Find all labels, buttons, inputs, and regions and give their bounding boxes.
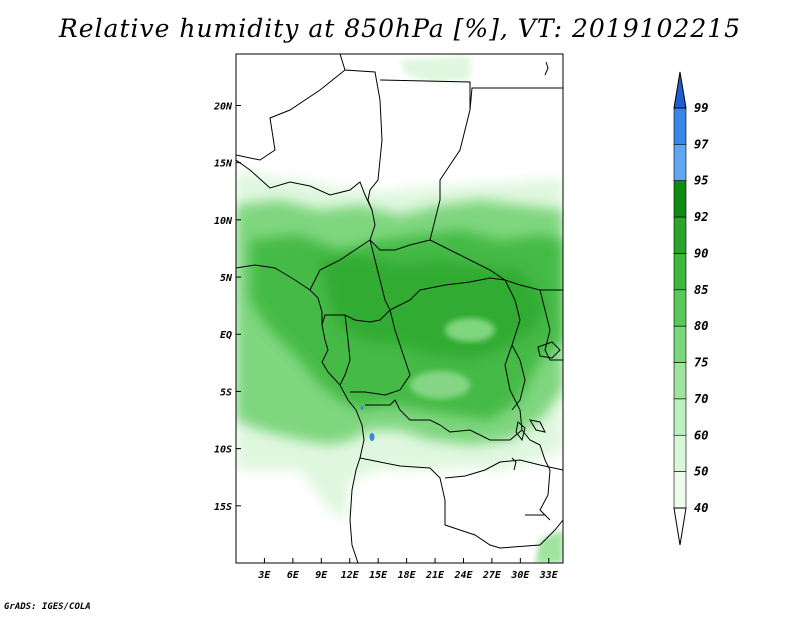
lat-axis: 20N 15N 10N 5N EQ 5S 10S 15S <box>213 101 241 513</box>
colorbar-label: 40 <box>694 501 708 515</box>
border <box>444 459 563 479</box>
colorbar-label: 90 <box>694 246 708 260</box>
border <box>236 69 346 161</box>
border <box>339 314 351 386</box>
border <box>429 239 563 291</box>
colorbar-box <box>673 216 687 254</box>
lon-label: 21E <box>425 570 445 581</box>
border <box>359 457 563 549</box>
colorbar-bottom-arrow <box>673 507 687 546</box>
colorbar-label: 75 <box>694 356 708 370</box>
lon-label: 6E <box>287 570 300 581</box>
lat-label: 15S <box>214 502 232 513</box>
lon-label: 3E <box>257 570 271 581</box>
lake-outline <box>511 344 526 411</box>
lake-outline <box>528 419 546 433</box>
border <box>321 239 391 326</box>
lat-label: 10S <box>214 445 232 456</box>
island-outline <box>544 61 549 76</box>
colorbar-label: 85 <box>694 283 708 297</box>
humidity-light-patch <box>445 318 495 342</box>
lat-label: 15N <box>214 159 233 170</box>
colorbar-box <box>673 144 687 182</box>
humidity-light-patch <box>410 371 470 399</box>
colorbar-box <box>673 253 687 291</box>
border <box>539 289 563 361</box>
lon-label: 12E <box>341 570 360 581</box>
lake-outline <box>511 457 517 471</box>
lat-label: EQ <box>220 330 232 341</box>
water-spot <box>360 406 364 410</box>
colorbar-box <box>673 289 687 327</box>
borders <box>236 54 563 563</box>
border <box>339 54 383 241</box>
border <box>309 239 371 291</box>
colorbar-label: 70 <box>694 392 708 406</box>
colorbar-label: 92 <box>694 210 708 224</box>
lon-label: 27E <box>482 570 502 581</box>
border <box>389 277 506 311</box>
border <box>236 159 373 211</box>
map-frame <box>235 53 564 564</box>
colorbar: 99 97 95 92 90 85 80 75 70 60 50 40 <box>673 71 709 546</box>
lon-axis: 3E 6E 9E 12E 15E 18E 21E 24E 27E 30E 33E <box>257 558 559 581</box>
lon-label: 15E <box>369 570 388 581</box>
colorbar-label: 95 <box>694 174 708 188</box>
colorbar-label: 50 <box>694 465 708 479</box>
lake-outline <box>515 421 526 442</box>
border <box>369 109 471 251</box>
colorbar-box <box>673 107 687 145</box>
lat-label: 5N <box>220 273 233 284</box>
lon-label: 33E <box>539 570 559 581</box>
lat-label: 20N <box>213 101 233 112</box>
colorbar-box <box>673 180 687 218</box>
colorbar-labels: 99 97 95 92 90 85 80 75 70 60 50 40 <box>694 101 709 515</box>
colorbar-label: 80 <box>694 319 708 333</box>
humidity-bottom-patch <box>535 530 563 563</box>
colorbar-boxes <box>673 107 687 509</box>
border <box>521 429 551 521</box>
colorbar-box <box>673 362 687 400</box>
water-spot <box>369 433 375 441</box>
border <box>350 309 411 396</box>
coastline <box>236 264 365 563</box>
colorbar-label: 99 <box>694 101 708 115</box>
colorbar-box <box>673 471 687 509</box>
colorbar-box <box>673 398 687 436</box>
humidity-field <box>236 54 563 563</box>
map-title: Relative humidity at 850hPa [%], VT: 201… <box>58 14 742 43</box>
lon-label: 9E <box>315 570 328 581</box>
lat-label: 10N <box>214 216 233 227</box>
colorbar-box <box>673 434 687 472</box>
humidity-top-patch <box>400 56 470 82</box>
colorbar-box <box>673 325 687 363</box>
footer-credit: GrADS: IGES/COLA <box>4 602 91 612</box>
lon-label: 30E <box>510 570 530 581</box>
lat-label: 5S <box>220 387 232 398</box>
colorbar-label: 60 <box>694 428 708 442</box>
colorbar-top-arrow <box>673 71 687 109</box>
colorbar-label: 97 <box>694 137 709 151</box>
lake-outline <box>537 341 561 359</box>
lon-label: 24E <box>453 570 473 581</box>
lon-label: 18E <box>398 570 417 581</box>
